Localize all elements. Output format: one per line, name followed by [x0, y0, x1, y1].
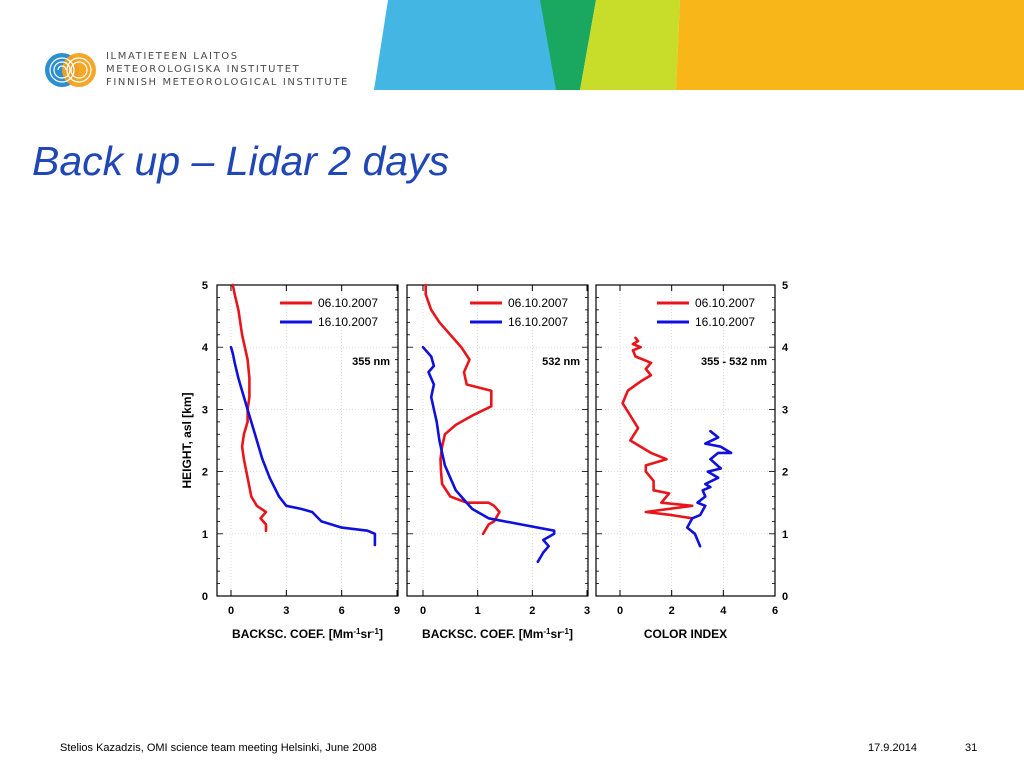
x-tick-label: 0 — [617, 605, 623, 617]
y-tick-label: 1 — [782, 529, 788, 541]
x-tick-label: 1 — [475, 605, 481, 617]
legend-label: 06.10.2007 — [318, 296, 378, 310]
logo-line: FINNISH METEOROLOGICAL INSTITUTE — [106, 77, 349, 88]
x-tick-label: 2 — [669, 605, 675, 617]
chart-panel-2: 0 1 2 3 06.10.2007 16.10.2007 532 nm — [406, 283, 590, 617]
legend-label: 16.10.2007 — [508, 315, 568, 329]
series-line — [421, 345, 556, 564]
panel-label: 532 nm — [542, 356, 580, 368]
logo-text: ILMATIETEEN LAITOS METEOROLOGISKA INSTIT… — [106, 50, 349, 89]
y-tick-label: 5 — [202, 280, 208, 292]
logo-line: METEOROLOGISKA INSTITUTET — [106, 64, 301, 75]
x-tick-label: 6 — [339, 605, 345, 617]
x-tick-label: 2 — [529, 605, 535, 617]
y-tick-label: 2 — [202, 467, 208, 479]
x-tick-label: 9 — [394, 605, 400, 617]
x-axis-label: BACKSC. COEF. [Mm-1sr-1] — [232, 627, 383, 642]
logo-line: ILMATIETEEN LAITOS — [106, 51, 239, 62]
panel-label: 355 nm — [352, 356, 390, 368]
x-tick-label: 4 — [720, 605, 727, 617]
x-axis-label: COLOR INDEX — [644, 627, 727, 641]
y-tick-label: 3 — [202, 404, 208, 416]
panel-label: 355 - 532 nm — [701, 356, 767, 368]
fmi-logo-icon — [45, 53, 96, 87]
header-band — [45, 0, 1024, 90]
chart-panel-1: 0 3 6 9 0 1 2 3 4 5 06.10.2007 16.10.2007 355 nm HEIG… — [180, 280, 400, 617]
plot-frame — [595, 284, 776, 597]
series-line — [229, 345, 377, 547]
footer-page-number: 31 — [965, 742, 978, 754]
plot-frame — [216, 284, 399, 597]
x-tick-label: 0 — [228, 605, 234, 617]
y-tick-label: 4 — [202, 342, 209, 354]
footer-date: 17.9.2014 — [868, 742, 917, 754]
band-blue — [374, 0, 560, 90]
y-tick-label: 0 — [202, 591, 208, 603]
y-axis-label: HEIGHT, asl [km] — [180, 392, 194, 488]
footer-text: Stelios Kazadzis, OMI science team meeti… — [60, 742, 377, 754]
series-line — [685, 429, 733, 548]
legend-label: 16.10.2007 — [695, 315, 755, 329]
y-tick-label: 4 — [782, 342, 789, 354]
x-tick-label: 3 — [584, 605, 590, 617]
series-line — [231, 283, 268, 532]
legend-label: 06.10.2007 — [695, 296, 755, 310]
x-tick-label: 0 — [420, 605, 426, 617]
y-tick-label: 0 — [782, 591, 788, 603]
x-tick-label: 3 — [283, 605, 289, 617]
band-green — [540, 0, 596, 90]
legend-label: 06.10.2007 — [508, 296, 568, 310]
y-tick-label: 3 — [782, 404, 788, 416]
y-tick-label: 5 — [782, 280, 788, 292]
x-axis-label: BACKSC. COEF. [Mm-1sr-1] — [422, 627, 573, 642]
x-tick-label: 6 — [772, 605, 778, 617]
legend-label: 16.10.2007 — [318, 315, 378, 329]
y-tick-label: 2 — [782, 467, 788, 479]
series-line — [621, 336, 694, 520]
band-lime — [580, 0, 680, 90]
y-tick-label: 1 — [202, 529, 208, 541]
series-line — [424, 283, 501, 536]
plot-frame — [406, 284, 589, 597]
band-orange — [676, 0, 1024, 90]
slide-title: Back up – Lidar 2 days — [32, 138, 450, 184]
